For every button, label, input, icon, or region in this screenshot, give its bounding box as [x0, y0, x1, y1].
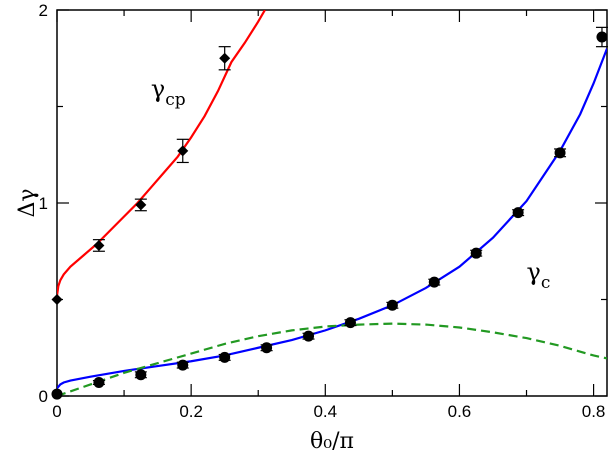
x-tick-label: 0.2: [179, 402, 203, 421]
curve-annotation-subscript: cp: [165, 90, 186, 110]
data-point-circle: [470, 247, 482, 259]
data-point-diamond: [177, 145, 189, 157]
data-point-diamond: [135, 199, 147, 211]
data-point-circle: [135, 369, 147, 381]
labels-layer: 0 0.2 0.4 0.6 0.8 0 1 2 θ₀/π Δγ γcp γc: [15, 1, 605, 454]
data-point-circle: [93, 376, 105, 388]
x-tick-label: 0.6: [448, 402, 472, 421]
data-point-circle: [219, 351, 231, 363]
data-point-circle: [303, 330, 315, 342]
x-axis-label: θ₀/π: [310, 429, 354, 454]
data-point-diamond: [219, 52, 231, 64]
data-point-circle: [512, 207, 524, 219]
data-point-circle: [386, 299, 398, 311]
curve-annotation: γc: [527, 258, 551, 293]
curve-annotation: γcp: [151, 75, 186, 110]
ticks-layer: [56, 9, 607, 397]
data-point-circle: [177, 359, 189, 371]
y-tick-label: 1: [39, 194, 48, 213]
curve-annotation-subscript: c: [541, 273, 551, 293]
data-point-circle: [51, 388, 63, 400]
y-axis-label: Δγ: [15, 188, 40, 217]
series-line: [57, 322, 607, 396]
x-tick-label: 0.4: [313, 402, 337, 421]
data-point-circle: [261, 342, 273, 354]
data-point-circle: [596, 31, 608, 43]
data-point-circle: [428, 276, 440, 288]
y-tick-label: 0: [39, 387, 48, 406]
x-tick-label: 0.8: [582, 402, 606, 421]
y-tick-label: 2: [39, 1, 48, 20]
data-point-circle: [554, 147, 566, 159]
series-line: [57, 10, 266, 296]
x-tick-label: 0: [52, 402, 61, 421]
points-layer: [51, 26, 608, 400]
data-point-diamond: [51, 294, 63, 305]
data-point-circle: [344, 317, 356, 329]
data-point-diamond: [93, 239, 105, 251]
